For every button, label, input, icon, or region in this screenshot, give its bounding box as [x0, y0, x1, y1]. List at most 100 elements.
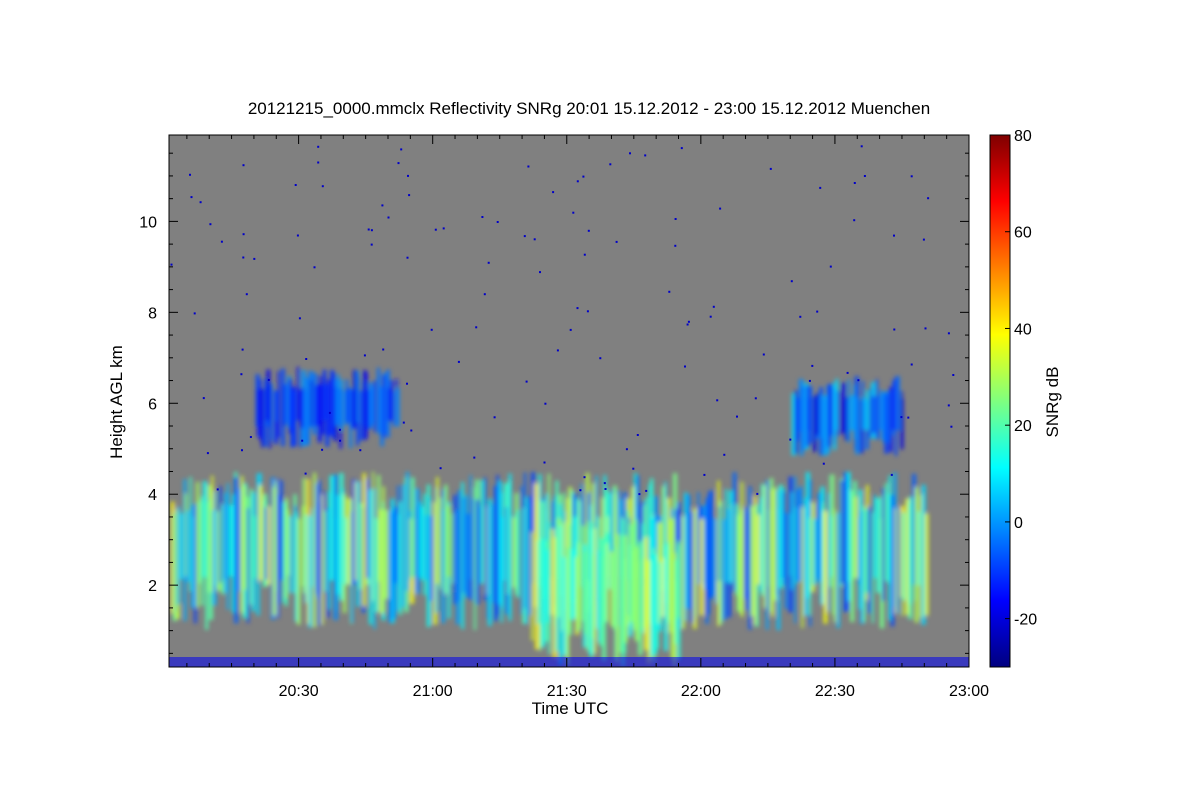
cloud-streak — [673, 473, 678, 630]
cloud-streak — [573, 517, 577, 617]
cloud-streak — [892, 380, 896, 430]
noise-speck — [193, 312, 196, 315]
cloud-streak — [186, 510, 190, 582]
cloud-streak — [827, 384, 831, 447]
cloud-streak — [756, 514, 761, 585]
noise-speck — [242, 233, 245, 236]
noise-speck — [950, 425, 953, 428]
noise-speck — [539, 271, 541, 274]
noise-speck — [481, 216, 484, 218]
cloud-streak — [795, 397, 799, 441]
noise-speck — [430, 328, 433, 331]
cloud-streak — [817, 492, 822, 582]
noise-speck — [439, 467, 442, 470]
cloud-streak — [847, 379, 851, 443]
cloud-streak — [608, 492, 613, 590]
cloud-streak — [487, 498, 492, 626]
cloud-streak — [908, 496, 913, 605]
noise-speck — [822, 462, 825, 465]
cloud-streak — [246, 508, 250, 623]
cloud-streak — [703, 504, 707, 590]
noise-speck — [603, 482, 606, 485]
cloud-streak — [722, 519, 727, 620]
cloud-streak — [854, 496, 858, 579]
x-axis-title: Time UTC — [532, 699, 609, 718]
cloud-streak — [597, 550, 601, 643]
noise-speck — [552, 191, 555, 194]
noise-speck — [625, 448, 628, 451]
cloud-streak — [277, 495, 281, 604]
cloud-streak — [865, 509, 868, 593]
cloud-streak — [336, 494, 340, 595]
cloud-streak — [296, 518, 301, 625]
noise-speck — [402, 421, 405, 424]
noise-speck — [305, 358, 308, 360]
cloud-streak — [349, 388, 353, 448]
cloud-streak — [790, 492, 794, 590]
cloud-streak — [354, 481, 358, 581]
cloud-streak — [469, 475, 472, 580]
noise-speck — [190, 196, 193, 199]
noise-speck — [359, 449, 362, 452]
cloud-streak — [196, 481, 200, 608]
cloud-streak — [332, 372, 336, 440]
cloud-streak — [820, 486, 825, 605]
cloud-streak — [677, 541, 681, 618]
cloud-streak — [656, 522, 659, 649]
cloud-streak — [674, 559, 678, 644]
cloud-streak — [280, 480, 283, 581]
noise-speck — [406, 382, 408, 385]
noise-speck — [582, 175, 585, 178]
cloud-streak — [356, 481, 361, 607]
noise-speck — [762, 353, 765, 356]
cloud-streak — [395, 388, 400, 427]
cloud-streak — [359, 503, 364, 590]
cloud-streak — [312, 372, 317, 435]
cloud-streak — [300, 387, 304, 428]
cloud-streak — [202, 481, 208, 578]
cloud-streak — [546, 549, 550, 623]
y-tick-label: 4 — [148, 487, 157, 504]
cloud-streak — [177, 506, 181, 605]
noise-speck — [242, 256, 245, 259]
cloud-streak — [711, 517, 715, 596]
cloud-streak — [259, 379, 262, 441]
cloud-streak — [479, 506, 482, 584]
cloud-streak — [508, 473, 512, 621]
noise-speck — [544, 402, 547, 405]
cloud-streak — [253, 515, 257, 579]
cloud-streak — [249, 488, 254, 605]
cloud-streak — [778, 484, 783, 589]
noise-speck — [754, 397, 757, 400]
x-tick-label: 20:30 — [279, 683, 319, 700]
cloud-streak — [594, 528, 597, 655]
cloud-streak — [626, 510, 630, 580]
noise-speck — [860, 145, 863, 148]
cloud-streak — [337, 374, 340, 421]
noise-speck — [910, 175, 913, 178]
noise-speck — [317, 161, 320, 164]
noise-speck — [799, 315, 802, 318]
noise-speck — [339, 439, 342, 442]
cloud-streak — [421, 506, 424, 581]
noise-speck — [301, 439, 304, 442]
noise-speck — [298, 317, 301, 320]
cloud-streak — [890, 495, 895, 627]
cloud-streak — [653, 554, 658, 655]
cloud-streak — [666, 541, 670, 624]
colorbar-tick-label: -20 — [1014, 612, 1037, 629]
cloud-streak — [329, 475, 334, 581]
noise-speck — [910, 363, 913, 366]
colorbar-title: SNRg dB — [1043, 367, 1062, 438]
noise-speck — [576, 307, 579, 310]
cloud-streak — [237, 488, 242, 592]
cloud-streak — [366, 479, 369, 579]
cloud-streak — [326, 508, 330, 618]
noise-speck — [719, 207, 722, 210]
cloud-streak — [809, 517, 812, 616]
cloud-streak — [697, 492, 700, 585]
cloud-streak — [591, 554, 595, 639]
cloud-streak — [710, 490, 714, 599]
cloud-streak — [328, 491, 331, 610]
cloud-streak — [845, 476, 850, 612]
